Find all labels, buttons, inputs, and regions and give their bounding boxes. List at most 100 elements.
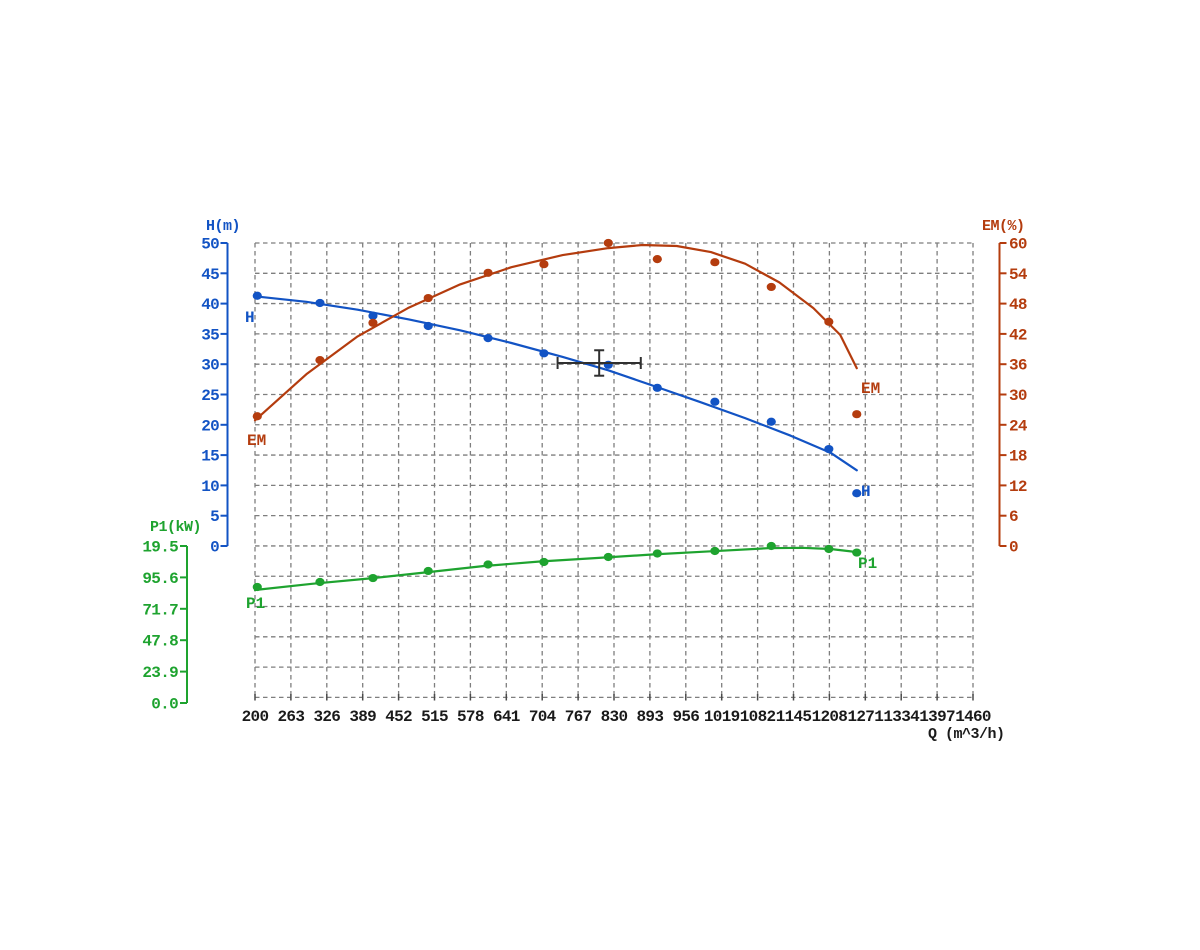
x-tick-label: 1334 — [883, 708, 920, 726]
x-tick-label: 578 — [457, 708, 484, 726]
em-tick-label: 30 — [1009, 387, 1027, 405]
h-data-point — [315, 298, 325, 308]
h-data-point — [852, 489, 862, 498]
h-tick-label: 35 — [201, 326, 219, 344]
em-curve — [253, 243, 858, 422]
p1-data-point — [603, 552, 613, 562]
h-data-point — [423, 321, 433, 331]
h-data-point — [483, 334, 493, 343]
h-data-point — [652, 383, 662, 392]
em-data-point — [368, 318, 378, 327]
h-data-point — [710, 397, 720, 406]
p1-data-point — [483, 560, 493, 569]
x-tick-label: 452 — [385, 708, 412, 726]
x-tick-label: 641 — [493, 708, 520, 726]
x-tick-label: 1397 — [919, 708, 955, 726]
em-data-point — [852, 410, 862, 419]
h-tick-label: 25 — [201, 387, 219, 405]
em-data-point — [423, 293, 433, 303]
h-data-point — [252, 291, 262, 300]
h-series: HH — [245, 291, 871, 501]
x-axis-tick-labels: 200 263 326 389 452 515 578 641 704 767 830 893 956 1… — [242, 708, 992, 726]
em-data-point — [252, 412, 262, 421]
p1-data-point — [539, 557, 549, 567]
x-tick-label: 1019 — [704, 708, 740, 726]
p1-data-point — [652, 549, 662, 558]
em-data-point — [539, 260, 549, 269]
em-tick-label: 54 — [1009, 266, 1028, 284]
em-data-point — [824, 317, 834, 326]
x-tick-label: 767 — [565, 708, 592, 726]
em-tick-label: 12 — [1009, 478, 1027, 496]
p1-tick-label: 71.7 — [142, 601, 178, 619]
p1-tick-label: 47.8 — [142, 633, 178, 651]
em-data-point — [483, 268, 493, 277]
x-tick-label: 956 — [672, 708, 699, 726]
p1-tick-label: 95.6 — [142, 570, 178, 588]
h-data-point — [824, 444, 834, 454]
h-data-point — [603, 360, 613, 369]
em-data-point — [315, 356, 325, 365]
x-tick-label: 389 — [349, 708, 376, 726]
x-tick-label: 1145 — [776, 708, 812, 726]
p1-curve-label-left: P1 — [246, 595, 265, 613]
x-tick-label: 1208 — [812, 708, 848, 726]
grid — [254, 242, 974, 699]
em-data-point — [652, 255, 662, 264]
p1-data-point — [423, 566, 433, 576]
p1-tick-label: 23.9 — [142, 664, 178, 682]
p1-data-point — [252, 582, 262, 592]
p1-axis: 19.5 95.6 71.7 47.8 23.9 0.0 — [142, 539, 188, 714]
h-tick-label: 50 — [201, 236, 219, 254]
h-data-point — [368, 311, 378, 320]
h-curve — [253, 295, 858, 472]
em-tick-label: 48 — [1009, 296, 1027, 314]
em-tick-label: 24 — [1009, 417, 1028, 435]
em-axis-title: EM(%) — [982, 218, 1025, 235]
em-data-point — [710, 258, 720, 267]
h-data-point — [766, 417, 776, 426]
p1-data-point — [710, 546, 720, 556]
p1-series: P1 P1 — [246, 541, 877, 613]
p1-curve-label-right: P1 — [858, 555, 877, 573]
x-tick-label: 200 — [242, 708, 269, 726]
x-tick-label: 893 — [637, 708, 664, 726]
h-tick-label: 30 — [201, 357, 219, 375]
h-curve-label-left: H — [245, 309, 255, 327]
em-tick-label: 60 — [1009, 236, 1027, 254]
h-tick-label: 0 — [210, 539, 219, 557]
em-tick-label: 6 — [1009, 508, 1018, 526]
p1-data-point — [315, 577, 325, 587]
em-curve-label-left: EM — [247, 432, 266, 450]
em-tick-label: 36 — [1009, 357, 1027, 375]
x-tick-label: 704 — [529, 708, 557, 726]
x-axis-ticks — [254, 694, 974, 701]
x-tick-label: 830 — [601, 708, 628, 726]
p1-data-point — [824, 544, 834, 554]
p1-tick-label: 0.0 — [151, 696, 178, 714]
p1-data-point — [852, 548, 862, 557]
h-tick-label: 5 — [210, 508, 219, 526]
h-tick-label: 20 — [201, 417, 219, 435]
em-data-point — [603, 238, 613, 248]
em-curve-label-right: EM — [861, 380, 880, 398]
h-tick-label: 15 — [201, 448, 219, 466]
x-tick-label: 515 — [421, 708, 448, 726]
x-tick-label: 263 — [278, 708, 305, 726]
h-data-point — [539, 349, 549, 358]
h-axis-title: H(m) — [206, 218, 241, 235]
h-tick-label: 45 — [201, 266, 219, 284]
p1-data-point — [766, 541, 776, 551]
h-curve-label-right: H — [861, 483, 871, 501]
em-tick-label: 0 — [1009, 539, 1018, 557]
x-tick-label: 326 — [313, 708, 340, 726]
h-tick-label: 40 — [201, 296, 219, 314]
p1-axis-title: P1(kW) — [150, 519, 202, 536]
em-series: EM EM — [247, 238, 880, 450]
h-tick-label: 10 — [201, 478, 219, 496]
em-tick-label: 18 — [1009, 448, 1027, 466]
q-axis-title: Q (m^3/h) — [928, 726, 1005, 743]
